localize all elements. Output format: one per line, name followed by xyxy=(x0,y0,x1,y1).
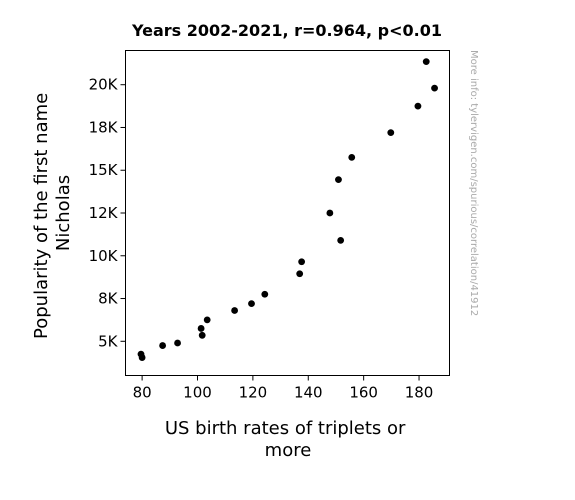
data-point xyxy=(298,258,306,266)
x-tick-label: 180 xyxy=(405,384,434,402)
x-tick-label: 140 xyxy=(294,384,323,402)
y-tick-label: 20K xyxy=(89,76,119,94)
data-point xyxy=(296,270,304,278)
data-points xyxy=(137,58,438,361)
data-point xyxy=(231,307,239,314)
x-axis-label: US birth rates of triplets or more xyxy=(165,418,411,461)
data-point xyxy=(174,339,181,347)
data-point xyxy=(337,236,345,244)
data-point xyxy=(335,176,342,184)
y-tick-label: 8K xyxy=(98,290,119,308)
x-tick-label: 100 xyxy=(183,384,212,402)
x-axis-label-line-2: more xyxy=(265,440,312,461)
data-point xyxy=(198,331,206,339)
x-axis-ticks: 80 100 120 140 160 180 xyxy=(133,375,434,402)
data-point xyxy=(203,316,211,324)
data-point xyxy=(431,84,438,92)
data-point xyxy=(261,290,269,298)
y-tick-label: 12K xyxy=(89,204,119,222)
y-tick-label: 10K xyxy=(89,247,119,265)
data-point xyxy=(197,325,205,332)
watermark-text: More info: tylervigen.com/spurious/corre… xyxy=(468,50,479,316)
x-tick-label: 160 xyxy=(349,384,378,402)
x-axis-label-line-1: US birth rates of triplets or xyxy=(165,418,406,439)
data-point xyxy=(414,102,422,110)
plot-area xyxy=(125,50,450,376)
y-axis-ticks: 5K 8K 10K 12K 15K 18K 20K xyxy=(89,76,126,350)
data-point xyxy=(348,154,356,161)
y-tick-label: 5K xyxy=(98,332,119,350)
data-point xyxy=(326,209,334,217)
data-point xyxy=(387,129,395,137)
x-tick-label: 80 xyxy=(133,384,152,402)
data-point xyxy=(422,58,430,66)
data-point xyxy=(248,300,255,308)
data-point xyxy=(138,354,146,361)
y-axis-label: Popularity of the first name Nicholas xyxy=(31,87,74,339)
y-axis-label-line-1: Popularity of the first name xyxy=(31,93,52,339)
y-tick-label: 18K xyxy=(89,118,119,136)
x-tick-label: 120 xyxy=(239,384,268,402)
data-point xyxy=(159,342,167,349)
y-axis-label-line-2: Nicholas xyxy=(53,175,74,251)
chart-title: Years 2002-2021, r=0.964, p<0.01 xyxy=(131,21,442,40)
y-tick-label: 15K xyxy=(89,161,119,179)
